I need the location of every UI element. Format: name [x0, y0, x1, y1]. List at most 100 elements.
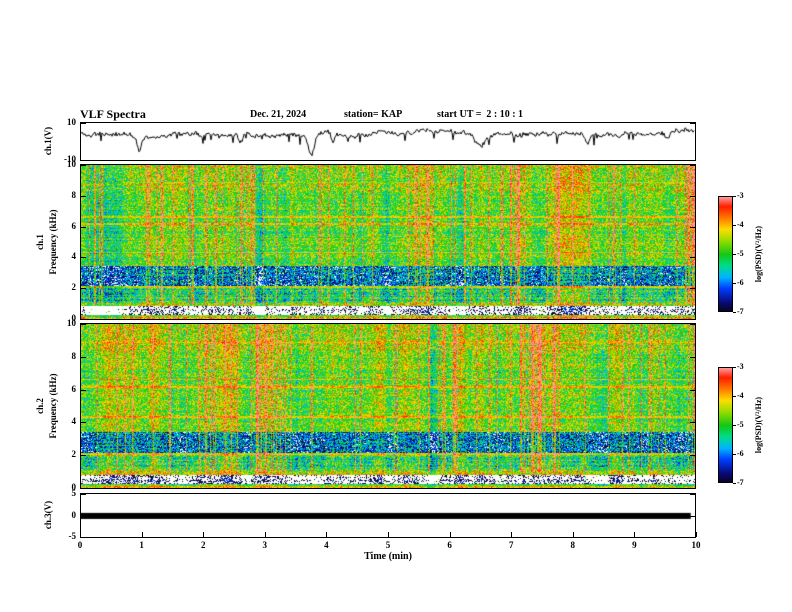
ch1-colorbar-canvas [719, 197, 732, 311]
x-tick-label: 6 [447, 540, 452, 550]
y-tick-label: 0 [71, 313, 77, 323]
y-tick-label: 6 [71, 383, 77, 394]
x-tick-mark [142, 532, 143, 537]
y-tick-mark [690, 357, 695, 358]
date-label: Dec. 21, 2024 [250, 109, 307, 120]
ch3-waveform-panel [80, 493, 696, 538]
y-tick-mark [690, 257, 695, 258]
y-tick-label: 4 [71, 251, 77, 262]
x-tick-label: 10 [691, 540, 701, 550]
ch1-colorbar-label: log(PSD)(V²/Hz) [754, 225, 763, 283]
colorbar-tick-label: -3 [737, 191, 744, 200]
x-tick-mark [634, 532, 635, 537]
colorbar-tick-mark [733, 283, 736, 284]
x-tick-mark [265, 532, 266, 537]
colorbar-tick-label: -6 [737, 278, 744, 287]
x-tick-label: 2 [200, 540, 206, 550]
y-tick-mark [81, 160, 86, 161]
x-tick-mark [511, 532, 512, 537]
y-tick-mark [690, 160, 695, 161]
y-tick-mark [690, 488, 695, 489]
ch1-waveform-canvas [81, 123, 695, 160]
y-tick-mark [81, 123, 86, 124]
y-tick-label: 5 [71, 488, 77, 498]
ch2-spectrogram-panel [80, 323, 696, 489]
y-tick-mark [81, 516, 86, 517]
y-tick-mark [690, 390, 695, 391]
colorbar-tick-label: -4 [737, 391, 744, 400]
y-tick-mark [81, 196, 86, 197]
colorbar-tick-label: -7 [737, 478, 744, 487]
y-tick-label: 10 [67, 117, 76, 127]
x-tick-label: 7 [508, 540, 514, 550]
y-tick-mark [81, 324, 86, 325]
colorbar-tick-mark [733, 454, 736, 455]
colorbar-tick-mark [733, 312, 736, 313]
y-tick-label: 0 [71, 509, 77, 520]
y-tick-label: -10 [64, 154, 76, 164]
x-tick-label: 5 [385, 540, 391, 550]
ch3-waveform-canvas [81, 494, 695, 537]
y-tick-mark [81, 455, 86, 456]
y-tick-label: 4 [71, 416, 77, 427]
colorbar-tick-label: -6 [737, 449, 744, 458]
y-tick-label: 2 [71, 449, 77, 460]
y-tick-mark [690, 227, 695, 228]
colorbar-tick-label: -4 [737, 220, 744, 229]
ch1-spectrogram-panel [80, 164, 696, 320]
station-label: station= KAP [344, 109, 403, 120]
x-tick-mark [388, 532, 389, 537]
y-tick-mark [81, 165, 86, 166]
ch2-colorbar-canvas [719, 368, 732, 482]
x-tick-mark [203, 532, 204, 537]
colorbar-tick-label: -5 [737, 249, 744, 258]
y-tick-mark [81, 227, 86, 228]
colorbar-tick-label: -3 [737, 362, 744, 371]
x-tick-label: 1 [139, 540, 144, 550]
y-tick-mark [690, 319, 695, 320]
plot-title: VLF Spectra [80, 107, 146, 121]
y-tick-mark [690, 324, 695, 325]
y-tick-mark [690, 123, 695, 124]
x-tick-mark [80, 532, 81, 537]
y-tick-mark [81, 288, 86, 289]
y-tick-mark [81, 257, 86, 258]
y-tick-label: 8 [71, 189, 77, 200]
y-tick-mark [81, 422, 86, 423]
y-tick-label: 2 [71, 282, 77, 293]
ch2-spectrogram-canvas [81, 324, 695, 488]
x-tick-mark [450, 532, 451, 537]
start-ut-label: start UT = 2 : 10 : 1 [437, 109, 524, 120]
x-tick-label: 9 [632, 540, 637, 550]
x-tick-mark [326, 532, 327, 537]
y-tick-mark [690, 196, 695, 197]
y-tick-label: 6 [71, 220, 77, 231]
x-tick-label: 3 [262, 540, 268, 550]
colorbar-tick-mark [733, 483, 736, 484]
y-tick-mark [81, 357, 86, 358]
ch1-waveform-panel [80, 122, 696, 161]
colorbar-tick-label: -7 [737, 307, 744, 316]
colorbar-tick-mark [733, 367, 736, 368]
y-tick-mark [81, 488, 86, 489]
ch2-colorbar-label: log(PSD)(V²/Hz) [754, 396, 763, 454]
y-tick-label: 0 [71, 482, 77, 492]
x-tick-mark [573, 532, 574, 537]
ch1-spectrogram-canvas [81, 165, 695, 319]
y-tick-mark [690, 288, 695, 289]
y-tick-mark [690, 422, 695, 423]
y-tick-mark [690, 165, 695, 166]
colorbar-tick-mark [733, 225, 736, 226]
colorbar-tick-mark [733, 196, 736, 197]
y-tick-mark [81, 537, 86, 538]
x-tick-label: 0 [77, 540, 83, 550]
y-tick-mark [690, 516, 695, 517]
x-tick-label: 8 [570, 540, 576, 550]
x-tick-mark [696, 532, 697, 537]
y-tick-label: 8 [71, 350, 77, 361]
y-tick-mark [81, 390, 86, 391]
y-tick-mark [690, 537, 695, 538]
ch1-colorbar [718, 196, 733, 312]
colorbar-tick-mark [733, 254, 736, 255]
